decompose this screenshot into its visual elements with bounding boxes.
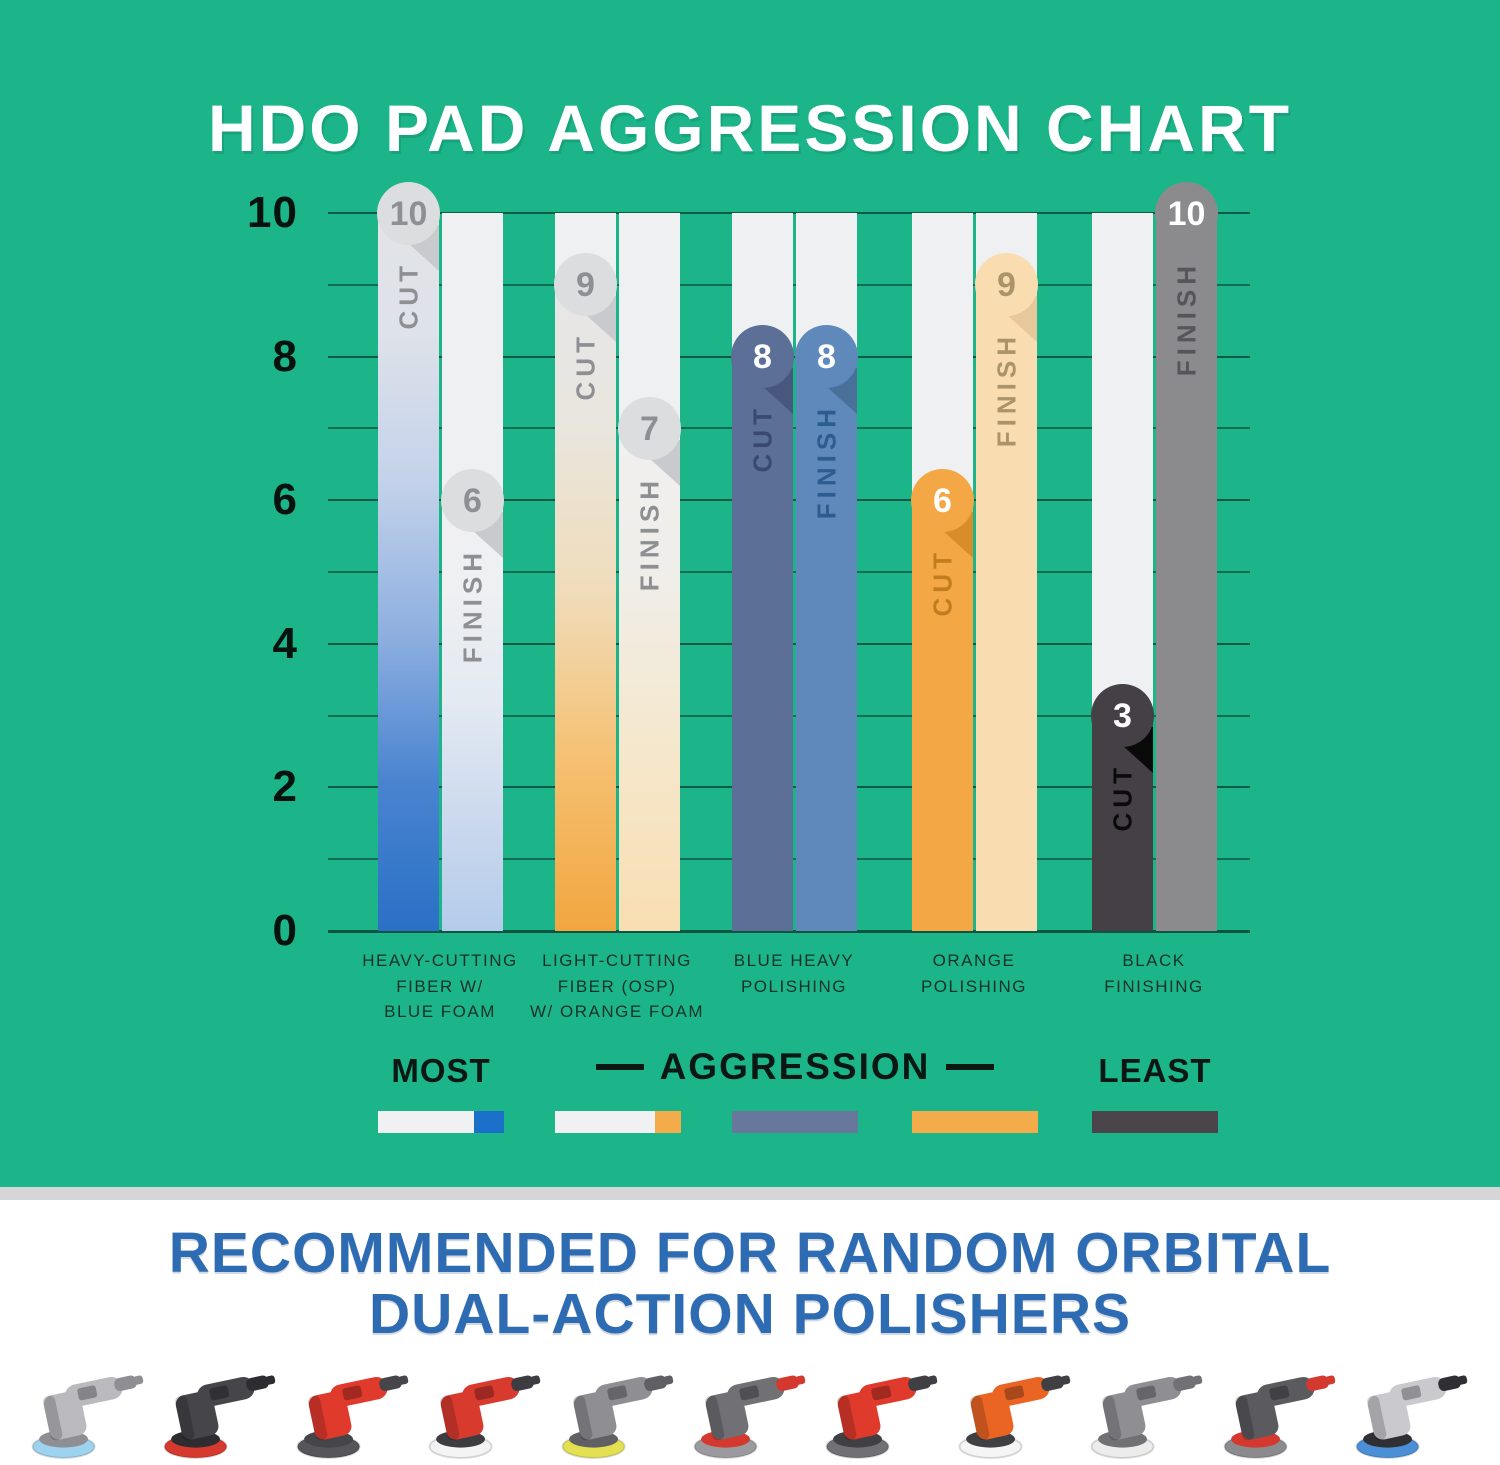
- legend-dash-right: [946, 1064, 995, 1070]
- category-label-line: POLISHING: [920, 976, 1028, 996]
- category-label: HEAVY-CUTTING FIBER W/BLUE FOAM: [320, 948, 560, 1025]
- category-label-line: BLACK: [1122, 951, 1186, 970]
- badge-circle: [1091, 684, 1154, 747]
- bar-cut-category1: 10 CUT: [377, 182, 440, 931]
- bar-finish-category5: 10 FINISH: [1155, 182, 1218, 931]
- polisher-icon-3: [291, 1360, 415, 1460]
- y-axis-label: 0: [272, 906, 298, 955]
- bar-cut-category4: 6 CUT: [911, 469, 974, 931]
- bar-finish-category2: 7 FINISH: [618, 397, 681, 931]
- category-label-line: W/ ORANGE FOAM: [530, 1002, 704, 1021]
- section-divider: [0, 1187, 1500, 1200]
- badge-circle: [975, 253, 1038, 316]
- badge-value: 9: [576, 266, 595, 304]
- badge-circle: [441, 469, 504, 532]
- badge-value: 8: [753, 338, 772, 376]
- badge-circle: [1155, 182, 1218, 245]
- legend-swatch: [378, 1111, 504, 1133]
- bar-metric-label: CUT: [747, 404, 777, 473]
- category-label: BLUE HEAVY POLISHING: [674, 948, 914, 999]
- badge-value: 8: [817, 338, 836, 376]
- legend-dash-left: [595, 1064, 644, 1070]
- category-label-line: FINISHING: [1104, 976, 1204, 996]
- bar-metric-label: CUT: [393, 261, 423, 330]
- polisher-icon-4: [423, 1360, 547, 1460]
- category-label-line: HEAVY-CUTTING: [362, 951, 518, 970]
- badge-value: 6: [463, 482, 482, 520]
- category-label-line: FIBER W/: [396, 976, 484, 996]
- legend-swatch: [912, 1111, 1038, 1133]
- badge-value: 9: [997, 266, 1016, 304]
- badge-circle: [618, 397, 681, 460]
- polisher-icon-6: [688, 1360, 812, 1460]
- legend-aggression-label: AGGRESSION: [659, 1046, 931, 1087]
- bar-metric-label: FINISH: [1171, 261, 1201, 377]
- y-axis-label: 10: [247, 188, 298, 237]
- bar-finish-category3: 8 FINISH: [795, 325, 858, 931]
- category-label-line: FIBER (OSP): [557, 976, 677, 996]
- badge-circle: [377, 182, 440, 245]
- badge-value: 6: [933, 482, 952, 520]
- y-axis-label: 8: [272, 331, 298, 381]
- category-label-line: BLUE FOAM: [384, 1002, 496, 1021]
- badge-value: 7: [640, 410, 659, 448]
- category-label-line: LIGHT-CUTTING: [542, 951, 692, 970]
- bar-cut-category5: 3 CUT: [1091, 684, 1154, 931]
- bar-metric-label: FINISH: [634, 476, 664, 592]
- badge-value: 3: [1113, 697, 1132, 735]
- badge-value: 10: [1167, 195, 1206, 233]
- footer-heading-line2: DUAL-ACTION POLISHERS: [369, 1282, 1131, 1346]
- polisher-icon-5: [556, 1360, 680, 1460]
- category-label: ORANGE POLISHING: [854, 948, 1094, 999]
- y-axis-label: 4: [272, 618, 298, 668]
- polisher-icon-10: [1218, 1360, 1342, 1460]
- polisher-icon-9: [1085, 1360, 1209, 1460]
- badge-circle: [554, 253, 617, 316]
- badge-circle: [911, 469, 974, 532]
- footer-heading-line1: RECOMMENDED FOR RANDOM ORBITAL: [168, 1221, 1332, 1285]
- polisher-icon-1: [26, 1360, 150, 1460]
- legend-swatch-accent: [474, 1111, 504, 1133]
- legend-most-label: MOST: [391, 1052, 491, 1089]
- badge-value: 10: [389, 195, 428, 233]
- legend-swatch: [732, 1111, 858, 1133]
- bar-cut-category2: 9 CUT: [554, 253, 617, 931]
- polisher-icon-7: [820, 1360, 944, 1460]
- category-label-line: BLUE HEAVY: [733, 951, 855, 970]
- polisher-icon-8: [953, 1360, 1077, 1460]
- bar-metric-label: CUT: [570, 332, 600, 401]
- polisher-row: [26, 1352, 1474, 1460]
- chart-title: HDO PAD AGGRESSION CHART: [207, 91, 1293, 166]
- category-label-line: ORANGE: [932, 951, 1016, 970]
- category-label: BLACK FINISHING: [1034, 948, 1274, 999]
- bar-cut-category3: 8 CUT: [731, 325, 794, 931]
- y-axis-label: 6: [272, 475, 298, 525]
- bar-metric-label: FINISH: [457, 548, 487, 664]
- bar-finish-category1: 6 FINISH: [441, 469, 504, 931]
- gridline-major: [328, 930, 1250, 933]
- y-axis-label: 2: [272, 762, 298, 812]
- bar-finish-category4: 9 FINISH: [975, 253, 1038, 931]
- bar-metric-label: CUT: [1107, 763, 1137, 832]
- bar-metric-label: FINISH: [991, 332, 1021, 448]
- category-label-line: POLISHING: [740, 976, 848, 996]
- bar-metric-label: FINISH: [811, 404, 841, 520]
- legend-swatch: [555, 1111, 681, 1133]
- bar-chart: 10 8 6 4 2 0 10 CUT 6 FINISH 9 CUT 7 FINISH 8 CUT 8 FINIS…: [247, 182, 1274, 1025]
- bar-metric-label: CUT: [927, 548, 957, 617]
- legend-swatch-accent: [655, 1111, 681, 1133]
- legend-aggression-group: AGGRESSION: [595, 1044, 995, 1090]
- polisher-icon-11: [1350, 1360, 1474, 1460]
- badge-circle: [795, 325, 858, 388]
- badge-circle: [731, 325, 794, 388]
- legend-swatch: [1092, 1111, 1218, 1133]
- polisher-icon-2: [158, 1360, 282, 1460]
- category-label: LIGHT-CUTTING FIBER (OSP) W/ ORANGE FOAM: [497, 948, 737, 1025]
- legend-least-label: LEAST: [1098, 1052, 1212, 1089]
